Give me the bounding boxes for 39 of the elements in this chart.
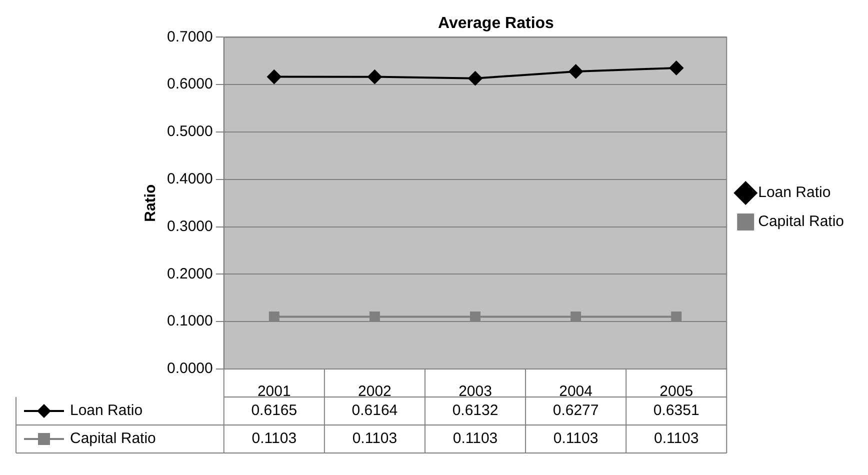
y-tick-label: 0.3000 [166, 218, 213, 235]
data-label: 0.6164 [352, 402, 398, 420]
x-tick-label: 2002 [358, 383, 392, 400]
x-tick-label: 2004 [559, 383, 592, 400]
point [570, 311, 582, 322]
y-tick-label: 0.5000 [166, 123, 213, 140]
point [369, 311, 380, 322]
point [568, 64, 583, 78]
point [267, 70, 282, 84]
point [671, 311, 682, 322]
data-label: 0.1103 [654, 430, 699, 448]
y-axis-title: Ratio [142, 184, 160, 222]
point [669, 60, 684, 75]
data-label: 0.1103 [252, 430, 297, 448]
x-tick-label: 2005 [660, 383, 694, 400]
data-label: 0.1103 [352, 430, 398, 448]
text: Loan Ratio [70, 402, 143, 420]
data-label: 0.6132 [452, 402, 498, 420]
data-label: 0.1103 [452, 430, 498, 448]
legend-label: Loan Ratio [758, 184, 831, 202]
y-tick-label: 0.4000 [166, 170, 213, 188]
y-tick-label: 0.7000 [166, 28, 213, 46]
data-label: 0.1103 [553, 430, 598, 448]
y-tick-label: 0.2000 [166, 265, 213, 282]
data-label: 0.6351 [653, 402, 700, 420]
point [468, 71, 482, 86]
data-label: 0.6165 [251, 402, 298, 420]
y-tick-label: 0.6000 [166, 76, 213, 93]
chart-title: Average Ratios [438, 15, 554, 32]
point [470, 311, 480, 322]
data-label: 0.6277 [552, 402, 599, 420]
text: Capital Ratio [70, 430, 156, 448]
y-tick-label: 0.1000 [166, 312, 213, 330]
point [268, 311, 280, 322]
y-tick-label: 0.0000 [166, 360, 213, 378]
x-tick-label: 2001 [257, 383, 291, 400]
x-tick-label: 2003 [458, 383, 492, 400]
legend-label: Capital Ratio [758, 213, 844, 230]
point [368, 70, 382, 84]
